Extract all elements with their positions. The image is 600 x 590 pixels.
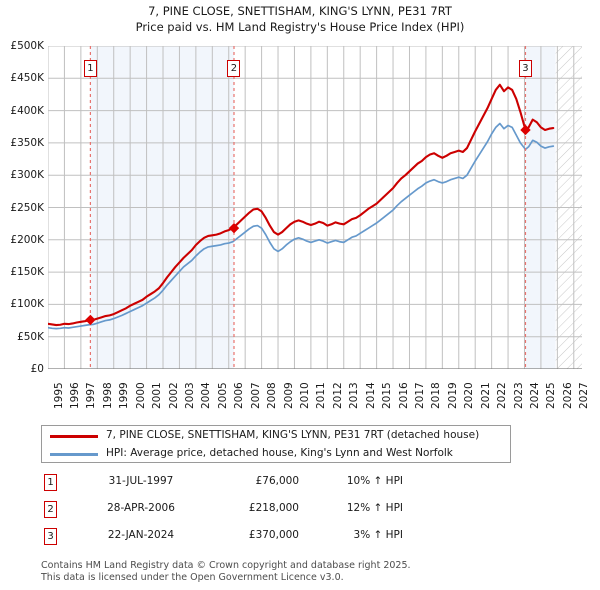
legend-color-swatch <box>50 435 98 438</box>
x-tick-label: 2023 <box>512 382 525 409</box>
y-tick-label: £50K <box>17 330 44 343</box>
transaction-hpi-delta: 10% ↑ HPI <box>346 475 403 487</box>
series-line-0 <box>48 83 555 327</box>
x-tick-label: 2020 <box>463 382 476 409</box>
x-tick-label: 2022 <box>496 382 509 409</box>
legend-label: HPI: Average price, detached house, King… <box>106 447 453 459</box>
chart-marker-2[interactable]: 2 <box>227 60 241 77</box>
x-tick-label: 2018 <box>430 382 443 409</box>
x-tick-label: 2003 <box>183 382 196 409</box>
x-tick-label: 1995 <box>52 382 65 409</box>
footer-attribution: Contains HM Land Registry data © Crown c… <box>41 560 581 583</box>
chart-legend: 7, PINE CLOSE, SNETTISHAM, KING'S LYNN, … <box>41 425 511 463</box>
transaction-price: £76,000 <box>255 475 299 487</box>
transaction-price: £370,000 <box>248 529 299 541</box>
x-tick-label: 2026 <box>561 382 574 409</box>
transaction-date: 22-JAN-2024 <box>107 529 175 541</box>
x-tick-label: 1997 <box>85 382 98 409</box>
x-tick-label: 2012 <box>331 382 344 409</box>
y-tick-label: £450K <box>10 72 44 85</box>
y-tick-label: £250K <box>10 201 44 214</box>
page-title: 7, PINE CLOSE, SNETTISHAM, KING'S LYNN, … <box>0 3 600 35</box>
x-tick-label: 2008 <box>266 382 279 409</box>
chart-marker-1[interactable]: 1 <box>83 60 97 77</box>
legend-item: HPI: Average price, detached house, King… <box>42 445 510 463</box>
y-tick-label: £400K <box>10 104 44 117</box>
x-tick-label: 2007 <box>249 382 262 409</box>
x-tick-label: 2011 <box>315 382 328 409</box>
transaction-index-badge: 1 <box>44 474 57 491</box>
transaction-hpi-delta: 12% ↑ HPI <box>346 502 403 514</box>
legend-color-swatch <box>50 453 98 456</box>
y-tick-label: £300K <box>10 169 44 182</box>
series-line-1 <box>48 122 555 330</box>
transaction-index-badge: 3 <box>44 528 57 545</box>
transaction-price: £218,000 <box>248 502 299 514</box>
x-tick-label: 2016 <box>397 382 410 409</box>
legend-label: 7, PINE CLOSE, SNETTISHAM, KING'S LYNN, … <box>106 429 480 441</box>
footer-line-2: This data is licensed under the Open Gov… <box>41 571 344 583</box>
table-row[interactable]: 3 22-JAN-2024 £370,000 3% ↑ HPI <box>41 525 471 552</box>
x-tick-label: 2015 <box>381 382 394 409</box>
x-tick-label: 2010 <box>298 382 311 409</box>
y-tick-label: £350K <box>10 136 44 149</box>
x-tick-label: 2019 <box>446 382 459 409</box>
transaction-date: 28-APR-2006 <box>107 502 175 514</box>
table-row[interactable]: 1 31-JUL-1997 £76,000 10% ↑ HPI <box>41 471 471 498</box>
table-row[interactable]: 2 28-APR-2006 £218,000 12% ↑ HPI <box>41 498 471 525</box>
y-tick-label: £0 <box>30 363 44 375</box>
marker-diamond-2 <box>228 222 240 234</box>
y-tick-label: £500K <box>10 40 44 52</box>
transaction-date: 31-JUL-1997 <box>108 475 174 487</box>
transactions-table: 1 31-JUL-1997 £76,000 10% ↑ HPI 2 28-APR-2006… <box>41 471 471 552</box>
x-tick-label: 2013 <box>348 382 361 409</box>
x-tick-label: 2004 <box>200 382 213 409</box>
x-tick-label: 2000 <box>134 382 147 409</box>
x-tick-label: 2024 <box>528 382 541 409</box>
y-tick-label: £150K <box>10 266 44 279</box>
marker-diamond-3 <box>520 124 531 136</box>
x-tick-label: 2002 <box>167 382 180 409</box>
title-line-1: 7, PINE CLOSE, SNETTISHAM, KING'S LYNN, … <box>148 4 452 18</box>
legend-item: 7, PINE CLOSE, SNETTISHAM, KING'S LYNN, … <box>42 427 510 445</box>
x-tick-label: 1999 <box>118 382 131 409</box>
chart-marker-3[interactable]: 3 <box>518 60 532 77</box>
x-tick-label: 2025 <box>545 382 558 409</box>
footer-line-1: Contains HM Land Registry data © Crown c… <box>41 560 411 571</box>
x-tick-label: 2017 <box>413 382 426 409</box>
x-tick-label: 2009 <box>282 382 295 409</box>
transaction-hpi-delta: 3% ↑ HPI <box>353 529 403 541</box>
y-tick-label: £200K <box>10 233 44 246</box>
title-line-2: Price paid vs. HM Land Registry's House … <box>135 20 465 34</box>
y-tick-label: £100K <box>10 298 44 311</box>
x-tick-label: 2005 <box>216 382 229 409</box>
x-tick-label: 2021 <box>479 382 492 409</box>
price-history-svg <box>48 46 582 369</box>
x-tick-label: 2001 <box>151 382 164 409</box>
x-tick-label: 2006 <box>233 382 246 409</box>
chart-plot-area <box>48 46 582 369</box>
x-tick-label: 2014 <box>364 382 377 409</box>
transaction-index-badge: 2 <box>44 501 57 518</box>
x-tick-label: 1998 <box>101 382 114 409</box>
marker-diamond-1 <box>85 314 96 326</box>
x-tick-label: 2027 <box>578 382 591 409</box>
x-tick-label: 1996 <box>68 382 81 409</box>
